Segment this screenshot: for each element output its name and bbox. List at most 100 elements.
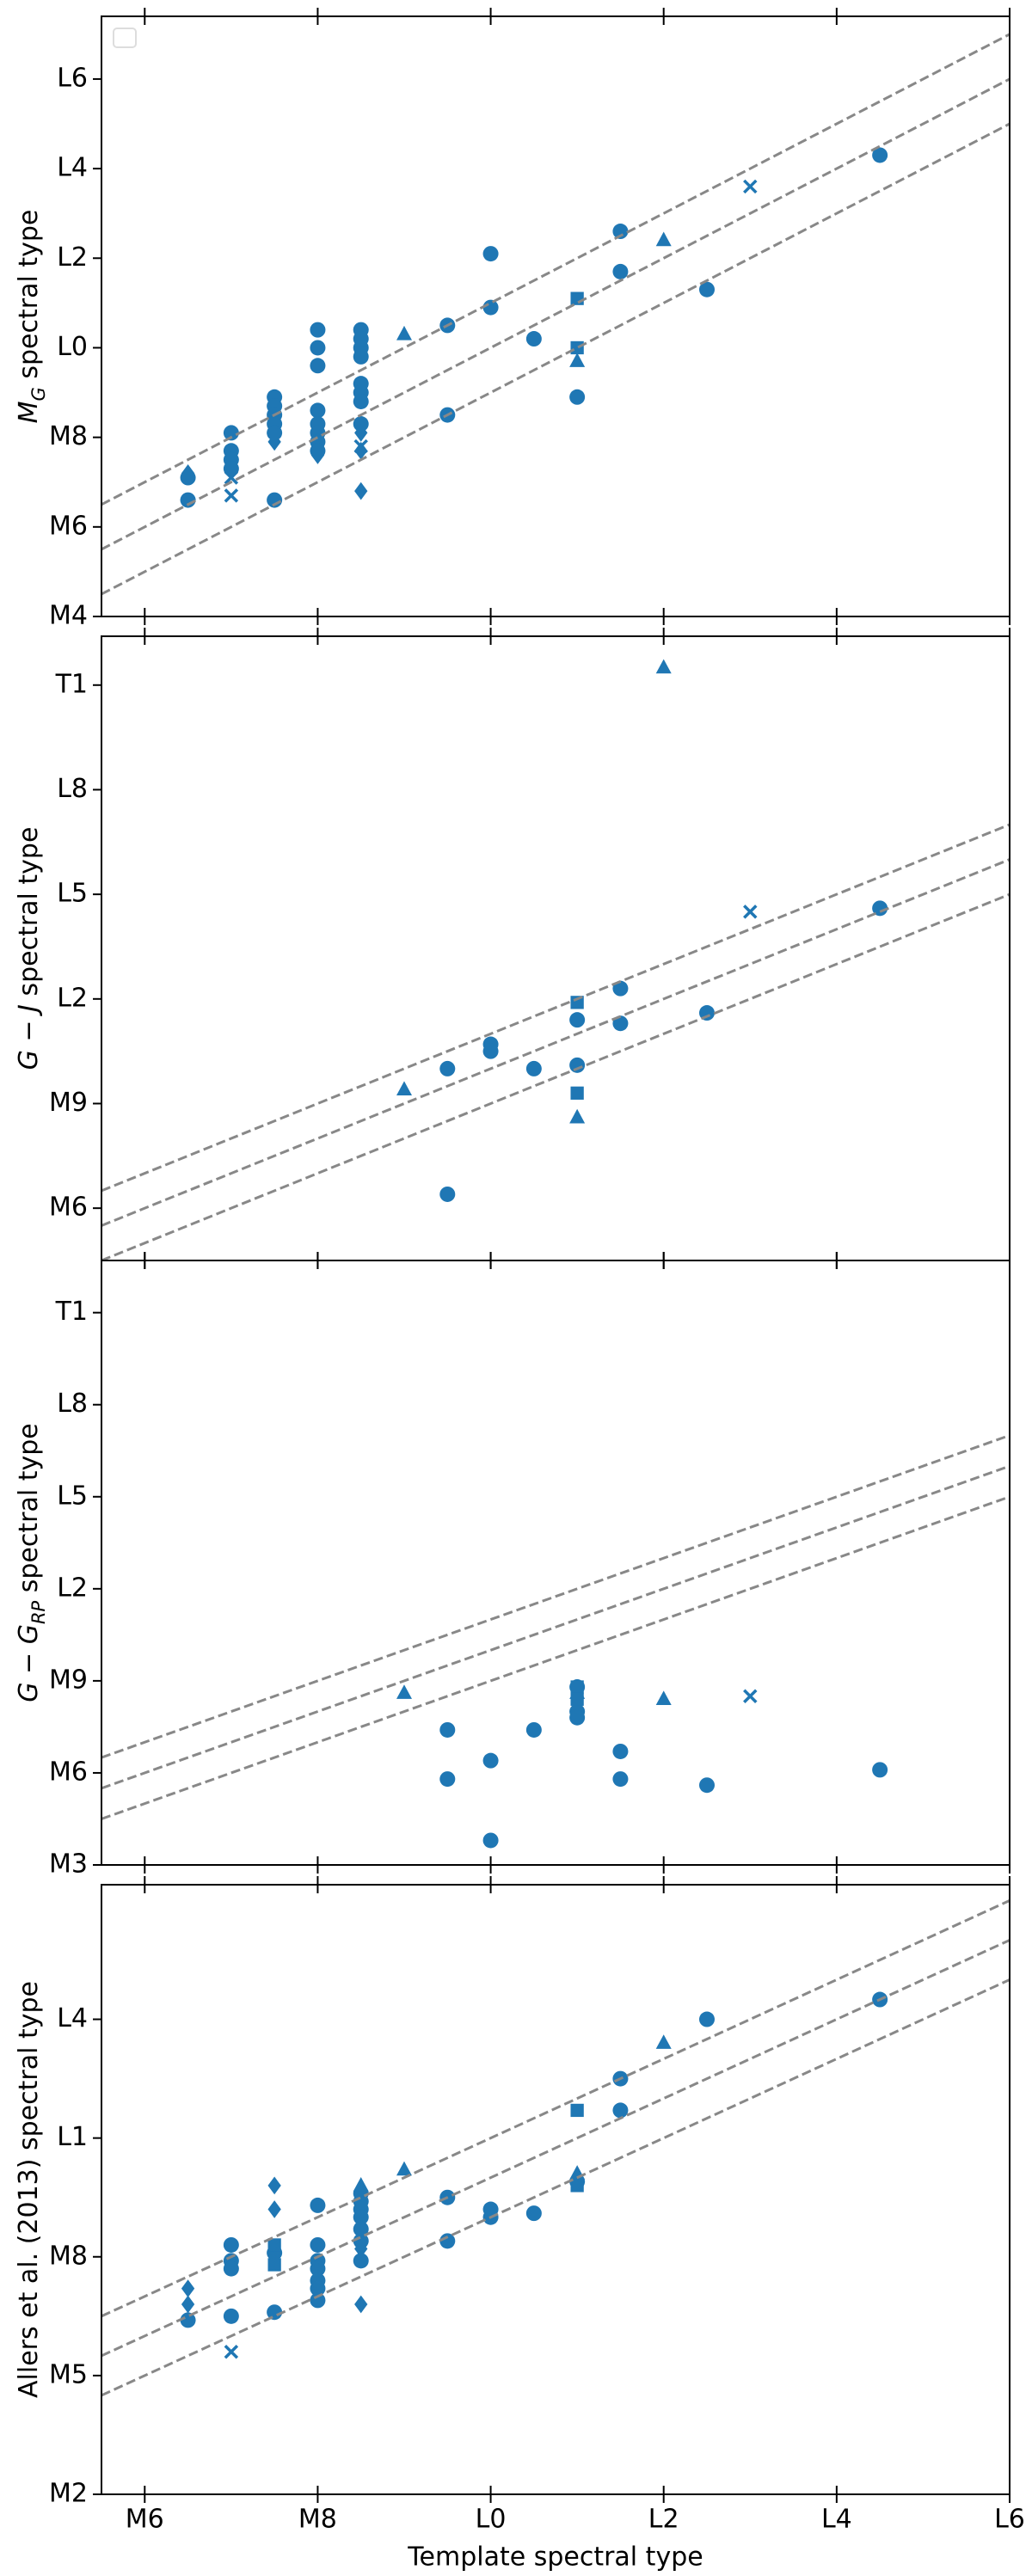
- y-tick-label: M2: [49, 2479, 88, 2509]
- y-tick-label: L2: [57, 1573, 88, 1603]
- point: [180, 2312, 196, 2328]
- y-tick-label: M6: [49, 511, 88, 541]
- point: [872, 900, 888, 917]
- y-tick-label: L8: [57, 1389, 88, 1419]
- y-tick-label: L2: [57, 983, 88, 1013]
- plot-area: [101, 1899, 1010, 2397]
- point: [439, 1060, 456, 1076]
- point: [396, 2161, 412, 2176]
- point: [569, 353, 586, 367]
- point: [655, 659, 672, 674]
- y-axis-label-part: G: [28, 387, 49, 401]
- point: [267, 2176, 281, 2195]
- y-tick-label: M5: [49, 2359, 88, 2389]
- point: [181, 2279, 195, 2297]
- point: [655, 2034, 672, 2049]
- point: [569, 1108, 586, 1124]
- x-tick-label: L2: [648, 2505, 679, 2535]
- point: [223, 425, 239, 441]
- y-tick-label: M9: [49, 1088, 88, 1118]
- point: [354, 2295, 368, 2314]
- point: [310, 446, 325, 464]
- point: [655, 1690, 672, 1706]
- y-tick-label: L5: [57, 879, 88, 909]
- point: [223, 2308, 239, 2324]
- point: [612, 1015, 629, 1032]
- point: [181, 463, 195, 482]
- y-tick-label: L5: [57, 1481, 88, 1511]
- point: [743, 905, 758, 919]
- x-axis-label: Template spectral type: [407, 2542, 703, 2573]
- y-axis-label-part: G − G: [14, 1624, 44, 1702]
- point: [224, 2345, 239, 2359]
- point: [569, 389, 586, 405]
- y-axis-label: G − GRP spectral type: [14, 1423, 50, 1702]
- point: [267, 2200, 281, 2218]
- point: [872, 147, 888, 163]
- point: [569, 1057, 586, 1073]
- plot-area: [101, 659, 1010, 1260]
- point: [699, 1777, 715, 1794]
- point: [482, 1832, 499, 1849]
- y-axis-label-part: spectral type: [14, 210, 44, 388]
- point: [354, 441, 368, 460]
- y-tick-label: M8: [49, 421, 88, 451]
- point: [267, 2238, 281, 2252]
- point: [310, 2260, 326, 2277]
- point: [570, 1692, 584, 1706]
- point: [569, 1709, 586, 1726]
- point: [439, 1771, 456, 1788]
- point: [310, 2280, 326, 2297]
- legend-box: [113, 28, 137, 48]
- point: [354, 424, 368, 442]
- y-axis-label: G − J spectral type: [14, 827, 44, 1070]
- point: [570, 291, 584, 305]
- point: [354, 481, 368, 500]
- point: [525, 1721, 542, 1738]
- y-axis-label-part: Allers et al. (2013) spectral type: [14, 1981, 44, 2398]
- point: [525, 2205, 542, 2222]
- reference-line: [101, 1495, 1010, 1820]
- point: [439, 1186, 456, 1202]
- y-tick-label: T1: [55, 1297, 88, 1327]
- point: [570, 1680, 584, 1694]
- plot-area: [101, 33, 1010, 596]
- point: [439, 1721, 456, 1738]
- point: [354, 346, 368, 359]
- point: [310, 322, 326, 338]
- point: [396, 325, 412, 340]
- y-tick-label: L4: [57, 2003, 88, 2033]
- point: [310, 2236, 326, 2253]
- axes-frame: [101, 15, 1010, 617]
- point: [310, 340, 326, 356]
- x-tick-label: L4: [821, 2505, 852, 2535]
- point: [267, 2304, 283, 2321]
- point: [267, 2258, 281, 2272]
- y-tick-label: M9: [49, 1665, 88, 1695]
- point: [223, 2236, 239, 2253]
- plot-area: [101, 1433, 1010, 1849]
- point: [612, 263, 629, 279]
- y-axis-label: MG spectral type: [14, 210, 50, 424]
- point: [353, 2176, 369, 2192]
- point: [655, 231, 672, 247]
- axes-frame: [101, 1884, 1010, 2495]
- reference-line: [101, 1464, 1010, 1790]
- y-tick-label: T1: [55, 669, 88, 699]
- reference-line: [101, 1939, 1010, 2358]
- y-tick-label: M4: [49, 601, 88, 631]
- y-axis-label: Allers et al. (2013) spectral type: [14, 1981, 44, 2398]
- point: [310, 2197, 326, 2213]
- point: [396, 1684, 412, 1699]
- y-tick-label: L6: [57, 63, 88, 93]
- point: [353, 416, 369, 432]
- point: [267, 425, 283, 441]
- point: [482, 1752, 499, 1769]
- y-axis-label-part: M: [14, 401, 44, 423]
- y-tick-label: M8: [49, 2241, 88, 2271]
- point: [310, 358, 326, 374]
- point: [743, 179, 758, 194]
- reference-line: [101, 122, 1010, 596]
- point: [570, 1086, 584, 1100]
- point: [310, 402, 326, 419]
